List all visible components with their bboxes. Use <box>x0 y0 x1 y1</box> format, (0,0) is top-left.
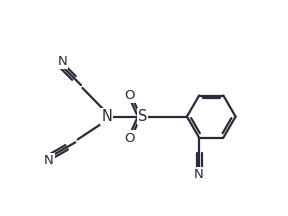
Text: O: O <box>124 132 135 145</box>
Text: N: N <box>101 109 112 124</box>
Text: N: N <box>194 168 204 181</box>
Text: S: S <box>138 109 147 124</box>
Text: N: N <box>57 55 67 68</box>
Text: O: O <box>124 89 135 102</box>
Text: N: N <box>44 154 54 167</box>
